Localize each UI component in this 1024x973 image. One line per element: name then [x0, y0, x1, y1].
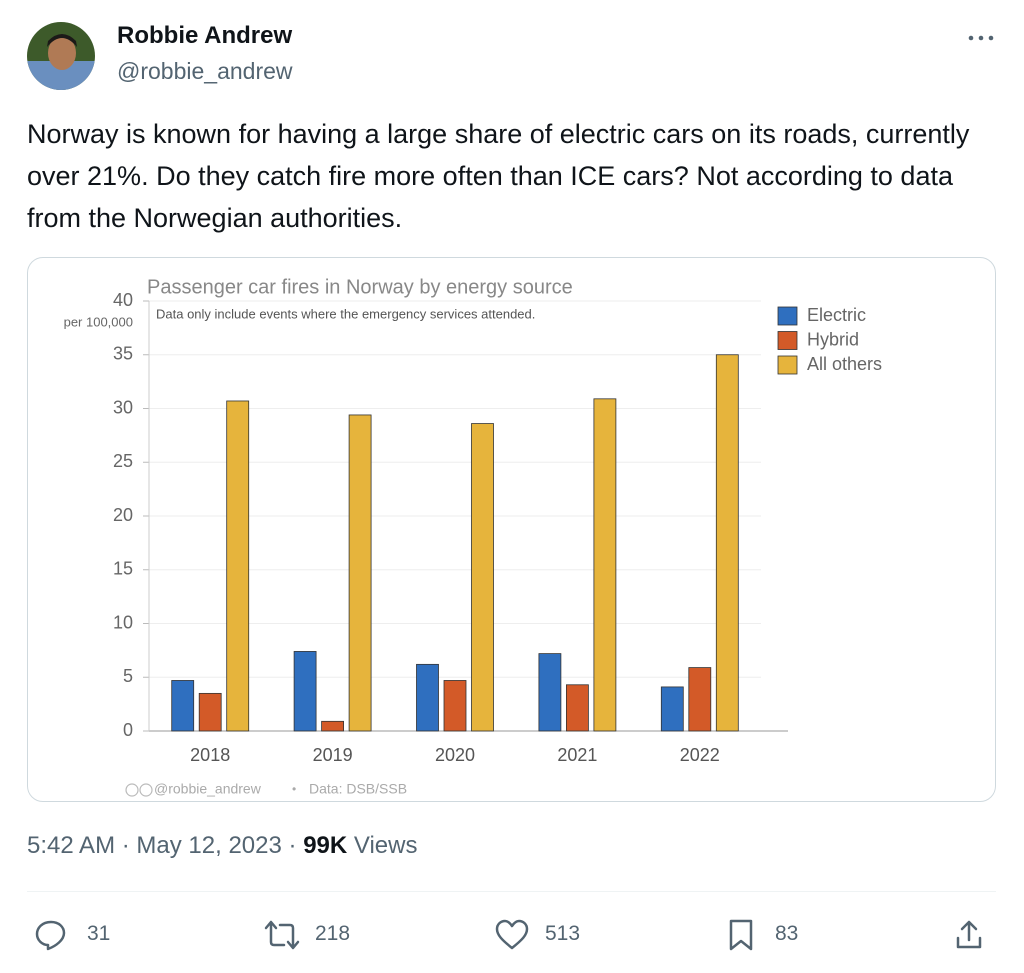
bookmark-count[interactable]: 83: [775, 922, 799, 945]
timestamp: 5:42 AM · May 12, 2023 · 99K Views: [27, 832, 417, 860]
bar: [321, 720, 345, 732]
like-count[interactable]: 513: [545, 922, 581, 945]
bar: [688, 667, 712, 732]
like-icon[interactable]: [494, 918, 530, 952]
separator: ·: [288, 832, 297, 859]
bar: [660, 686, 684, 732]
bar: [443, 680, 467, 732]
bar: [715, 354, 739, 732]
date[interactable]: May 12, 2023: [136, 832, 282, 859]
bar: [471, 423, 494, 732]
x-tick-label: 2022: [680, 745, 720, 765]
tweet-text: Norway is known for having a large share…: [27, 119, 970, 233]
y-tick-label: 5: [123, 666, 133, 686]
legend-label: All others: [807, 354, 882, 374]
legend-swatch: [777, 306, 798, 326]
y-tick-label: 40: [113, 290, 133, 310]
repost-count[interactable]: 218: [315, 922, 351, 945]
bar: [348, 414, 372, 732]
chart-card[interactable]: Passenger car fires in Norway by energy …: [27, 257, 996, 802]
legend-swatch: [777, 355, 798, 375]
bar: [566, 684, 589, 732]
views-count: 99K: [303, 832, 348, 859]
chart: Passenger car fires in Norway by energy …: [64, 276, 882, 797]
y-tick-label: 25: [113, 451, 133, 471]
bar: [198, 692, 222, 732]
chart-subtitle: Data only include events where the emerg…: [156, 306, 535, 321]
source: Data: DSB/SSB: [309, 781, 407, 797]
legend-label: Hybrid: [807, 329, 859, 349]
y-tick-label: 15: [113, 559, 133, 579]
views-label: Views: [353, 832, 418, 859]
separator: ·: [121, 832, 130, 859]
time[interactable]: 5:42 AM: [27, 832, 116, 859]
reply-count[interactable]: 31: [87, 922, 111, 945]
x-tick-label: 2021: [557, 745, 597, 765]
y-unit: per 100,000: [64, 314, 133, 329]
y-tick-label: 35: [113, 344, 133, 364]
x-tick-label: 2019: [313, 745, 353, 765]
y-tick-label: 0: [123, 720, 133, 740]
more-menu[interactable]: [966, 30, 996, 46]
bookmark-icon[interactable]: [726, 918, 756, 952]
legend-label: Electric: [807, 305, 866, 325]
divider: [27, 891, 996, 892]
chart-title: Passenger car fires in Norway by energy …: [147, 276, 573, 298]
bar: [171, 680, 195, 732]
bar: [293, 651, 317, 732]
credit: @robbie_andrew: [154, 781, 262, 797]
legend-swatch: [777, 331, 798, 350]
bar: [226, 400, 250, 732]
avatar[interactable]: [26, 21, 96, 91]
cc-icons: [125, 783, 153, 797]
credit-separator: •: [292, 782, 296, 796]
author-handle[interactable]: @robbie_andrew: [117, 58, 293, 84]
bar: [416, 663, 439, 732]
author-name[interactable]: Robbie Andrew: [117, 22, 293, 49]
y-tick-label: 10: [113, 612, 133, 632]
reply-icon[interactable]: [34, 918, 68, 952]
x-tick-label: 2020: [435, 745, 475, 765]
x-tick-label: 2018: [190, 745, 230, 765]
bar: [538, 653, 562, 732]
bar: [593, 398, 617, 732]
repost-icon[interactable]: [262, 918, 302, 952]
y-tick-label: 20: [113, 505, 133, 525]
share-icon[interactable]: [954, 918, 984, 952]
y-tick-label: 30: [113, 397, 133, 417]
